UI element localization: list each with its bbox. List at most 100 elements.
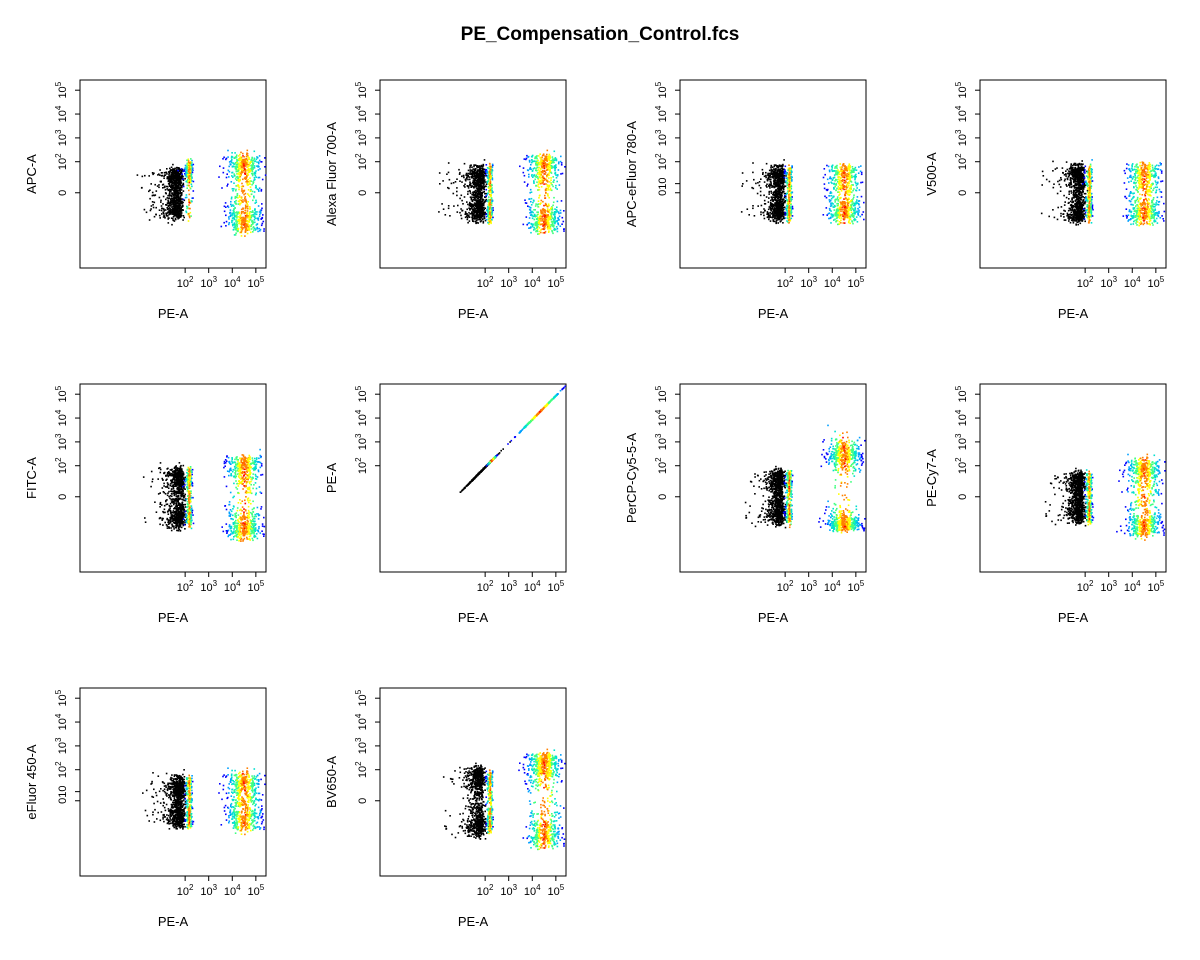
event-point (471, 193, 473, 196)
event-point (453, 205, 455, 207)
event-point (759, 190, 762, 193)
event-point (240, 226, 243, 229)
event-point (772, 191, 775, 194)
event-point (182, 219, 184, 221)
event-point (469, 165, 471, 167)
event-point (168, 188, 170, 191)
event-point (490, 193, 492, 196)
event-point (538, 171, 541, 173)
event-point (188, 184, 190, 187)
event-point (535, 203, 537, 205)
event-point (173, 172, 176, 174)
plot-frame (79, 79, 267, 269)
event-point (246, 229, 249, 231)
event-point (180, 171, 182, 173)
event-point (174, 194, 177, 196)
event-point (458, 168, 460, 171)
event-point (158, 196, 161, 199)
event-point (479, 175, 482, 178)
event-point (542, 232, 545, 234)
event-point (782, 202, 785, 204)
event-point (782, 214, 784, 216)
event-point (468, 220, 471, 222)
event-point (772, 216, 775, 218)
event-point (258, 159, 261, 162)
event-point (170, 189, 173, 191)
event-point (782, 163, 784, 166)
event-point (246, 159, 249, 162)
event-point (538, 222, 540, 225)
event-point (481, 186, 484, 188)
event-point (487, 199, 489, 201)
event-point (149, 209, 152, 212)
event-point (264, 174, 267, 176)
event-point (160, 199, 162, 202)
event-point (469, 203, 472, 205)
event-point (237, 220, 239, 223)
event-point (244, 212, 246, 215)
event-point (771, 173, 774, 176)
event-point (478, 190, 480, 193)
event-point (464, 213, 466, 215)
event-point (447, 205, 450, 207)
event-point (239, 174, 242, 176)
event-point (525, 216, 528, 218)
event-point (260, 224, 263, 227)
event-point (472, 176, 474, 178)
event-point (245, 222, 248, 225)
event-point (485, 200, 487, 202)
event-point (483, 216, 485, 218)
event-point (246, 163, 248, 166)
event-point (535, 174, 537, 176)
event-point (763, 208, 765, 210)
event-point (556, 209, 558, 212)
event-point (473, 204, 476, 206)
event-point (176, 171, 179, 174)
event-point (175, 209, 178, 211)
event-point (476, 176, 479, 178)
event-point (175, 202, 178, 204)
event-point (461, 181, 463, 183)
event-point (182, 201, 184, 204)
event-point (472, 180, 474, 182)
event-point (482, 220, 485, 223)
event-point (465, 179, 467, 182)
event-point (243, 219, 246, 222)
event-point (483, 168, 486, 171)
event-point (770, 209, 772, 211)
event-point (479, 218, 481, 221)
event-point (233, 182, 235, 184)
event-point (245, 162, 248, 165)
event-point (523, 181, 526, 183)
event-point (248, 156, 250, 159)
event-point (469, 192, 472, 194)
event-point (187, 158, 190, 161)
event-point (242, 216, 244, 219)
event-point (527, 205, 529, 207)
event-point (475, 187, 478, 189)
event-point (780, 220, 782, 222)
event-point (533, 180, 535, 182)
event-point (180, 180, 182, 183)
event-point (558, 215, 561, 218)
event-point (530, 191, 533, 193)
event-point (168, 209, 170, 212)
event-point (230, 197, 233, 200)
event-point (232, 204, 234, 206)
event-point (773, 178, 775, 180)
event-point (169, 171, 171, 173)
event-point (171, 183, 173, 186)
event-point (776, 194, 779, 196)
event-point (758, 181, 761, 183)
event-point (479, 204, 482, 206)
event-point (189, 171, 192, 173)
event-point (551, 167, 553, 169)
event-point (474, 207, 477, 210)
event-point (149, 189, 151, 191)
event-point (172, 170, 174, 172)
event-point (748, 214, 750, 216)
event-point (251, 214, 254, 216)
event-point (253, 150, 256, 153)
event-point (172, 207, 174, 210)
event-point (231, 213, 234, 215)
